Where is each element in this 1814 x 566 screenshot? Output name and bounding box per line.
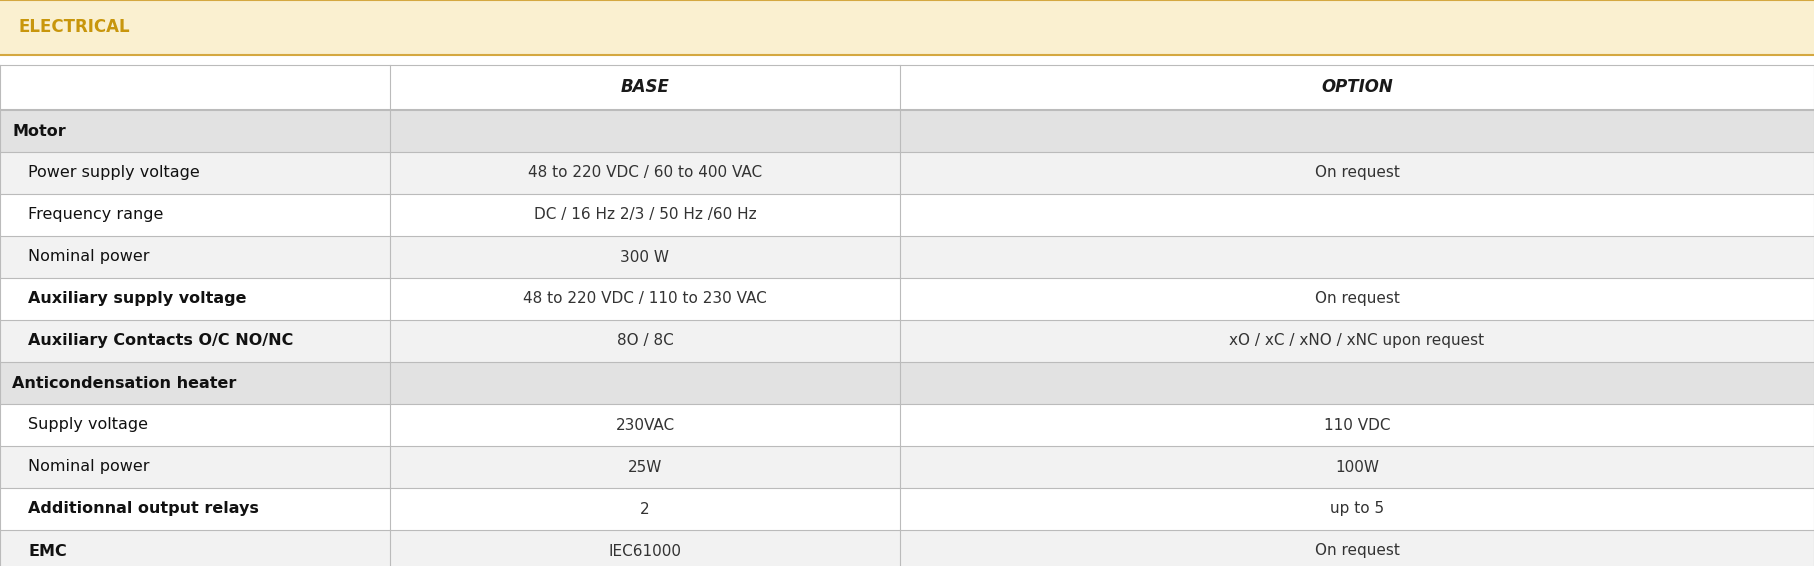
Text: Nominal power: Nominal power [27, 250, 149, 264]
Text: up to 5: up to 5 [1330, 501, 1384, 517]
Text: 25W: 25W [628, 460, 662, 474]
Text: 2: 2 [640, 501, 649, 517]
Text: 48 to 220 VDC / 60 to 400 VAC: 48 to 220 VDC / 60 to 400 VAC [528, 165, 762, 181]
Text: On request: On request [1315, 543, 1399, 559]
Text: IEC61000: IEC61000 [608, 543, 682, 559]
Text: 300 W: 300 W [620, 250, 669, 264]
Bar [0, 278, 1814, 320]
Text: 230VAC: 230VAC [615, 418, 675, 432]
Text: Supply voltage: Supply voltage [27, 418, 149, 432]
Text: xO / xC / xNO / xNC upon request: xO / xC / xNO / xNC upon request [1230, 333, 1484, 349]
Bar [0, 236, 1814, 278]
Text: Auxiliary supply voltage: Auxiliary supply voltage [27, 291, 247, 307]
Text: Motor: Motor [13, 123, 65, 139]
Text: 110 VDC: 110 VDC [1324, 418, 1390, 432]
Bar [0, 446, 1814, 488]
Bar [0, 404, 1814, 446]
Text: 100W: 100W [1335, 460, 1379, 474]
Text: On request: On request [1315, 165, 1399, 181]
Bar [0, 65, 1814, 110]
Bar [0, 362, 1814, 404]
Text: 8O / 8C: 8O / 8C [617, 333, 673, 349]
Text: OPTION: OPTION [1321, 79, 1393, 96]
Text: Power supply voltage: Power supply voltage [27, 165, 200, 181]
Bar [0, 320, 1814, 362]
Text: BASE: BASE [620, 79, 669, 96]
Text: Additionnal output relays: Additionnal output relays [27, 501, 259, 517]
Bar [0, 152, 1814, 194]
Text: Nominal power: Nominal power [27, 460, 149, 474]
Bar [0, 530, 1814, 566]
Bar [0, 488, 1814, 530]
Text: ELECTRICAL: ELECTRICAL [18, 19, 129, 36]
Text: Anticondensation heater: Anticondensation heater [13, 375, 236, 391]
Text: EMC: EMC [27, 543, 67, 559]
Bar [0, 0, 1814, 55]
Bar [0, 110, 1814, 152]
Text: DC / 16 Hz 2/3 / 50 Hz /60 Hz: DC / 16 Hz 2/3 / 50 Hz /60 Hz [533, 208, 756, 222]
Text: On request: On request [1315, 291, 1399, 307]
Text: 48 to 220 VDC / 110 to 230 VAC: 48 to 220 VDC / 110 to 230 VAC [522, 291, 767, 307]
Text: Auxiliary Contacts O/C NO/NC: Auxiliary Contacts O/C NO/NC [27, 333, 294, 349]
Text: Frequency range: Frequency range [27, 208, 163, 222]
Bar [0, 194, 1814, 236]
